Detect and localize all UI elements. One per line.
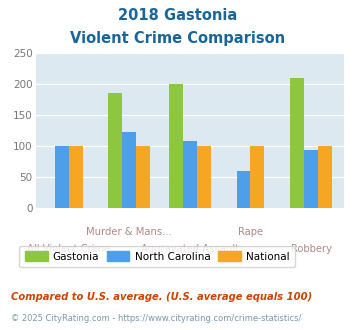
Bar <box>183 141 197 208</box>
Bar <box>197 146 211 208</box>
Bar <box>109 93 122 208</box>
Text: Robbery: Robbery <box>290 244 332 253</box>
Bar <box>251 146 264 208</box>
Bar <box>136 146 150 208</box>
Legend: Gastonia, North Carolina, National: Gastonia, North Carolina, National <box>20 246 295 267</box>
Bar <box>55 146 69 208</box>
Text: Compared to U.S. average. (U.S. average equals 100): Compared to U.S. average. (U.S. average … <box>11 292 312 302</box>
Text: 2018 Gastonia: 2018 Gastonia <box>118 8 237 23</box>
Text: All Violent Crime: All Violent Crime <box>27 244 110 253</box>
Bar <box>236 171 251 208</box>
Bar <box>304 150 318 208</box>
Text: Aggravated Assault: Aggravated Assault <box>141 244 239 253</box>
Bar <box>290 78 304 208</box>
Bar <box>69 146 83 208</box>
Text: Rape: Rape <box>238 226 263 237</box>
Bar <box>122 132 136 208</box>
Text: Murder & Mans...: Murder & Mans... <box>86 226 172 237</box>
Bar <box>318 146 332 208</box>
Text: Violent Crime Comparison: Violent Crime Comparison <box>70 31 285 46</box>
Bar <box>169 84 183 208</box>
Text: © 2025 CityRating.com - https://www.cityrating.com/crime-statistics/: © 2025 CityRating.com - https://www.city… <box>11 314 301 323</box>
